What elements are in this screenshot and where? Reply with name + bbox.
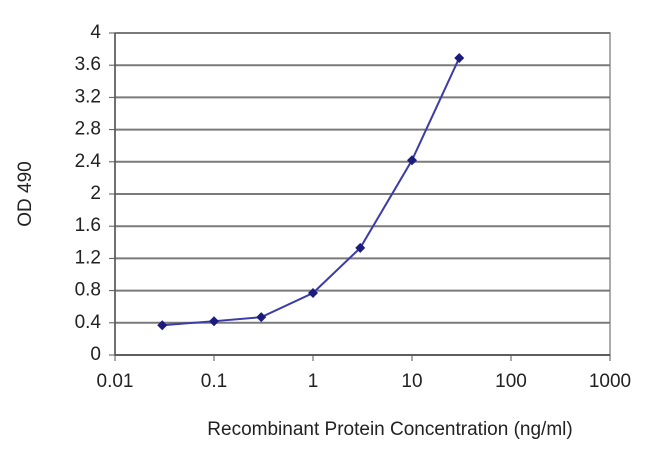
y-tick-label: 2.8: [75, 119, 101, 140]
x-tick-label: 0.01: [97, 371, 134, 392]
y-tick-label: 2: [90, 183, 101, 204]
x-tick-label: 10: [401, 371, 422, 392]
y-tick-label: 4: [90, 22, 101, 43]
y-tick-label: 2.4: [75, 151, 102, 172]
x-tick-label: 1: [308, 371, 319, 392]
marker: [209, 316, 219, 327]
y-tick-label: 3.2: [75, 86, 101, 107]
y-tick-label: 0.8: [75, 280, 101, 301]
y-tick-label: 3.6: [75, 54, 101, 75]
y-tick-label: 1.6: [75, 215, 101, 236]
marker: [355, 242, 366, 253]
x-tick-label: 1000: [589, 371, 631, 392]
marker: [454, 52, 465, 63]
marker: [407, 155, 417, 166]
x-axis-title: Recombinant Protein Concentration (ng/ml…: [207, 419, 572, 440]
y-tick-label: 1.2: [75, 247, 101, 268]
marker: [256, 312, 267, 323]
y-tick-label: 0: [90, 344, 101, 365]
marker: [308, 288, 318, 299]
y-axis-title: OD 490: [15, 161, 36, 226]
x-tick-label: 0.1: [201, 371, 227, 392]
x-tick-label: 100: [495, 371, 527, 392]
y-tick-label: 0.4: [75, 312, 102, 333]
marker: [157, 320, 168, 331]
